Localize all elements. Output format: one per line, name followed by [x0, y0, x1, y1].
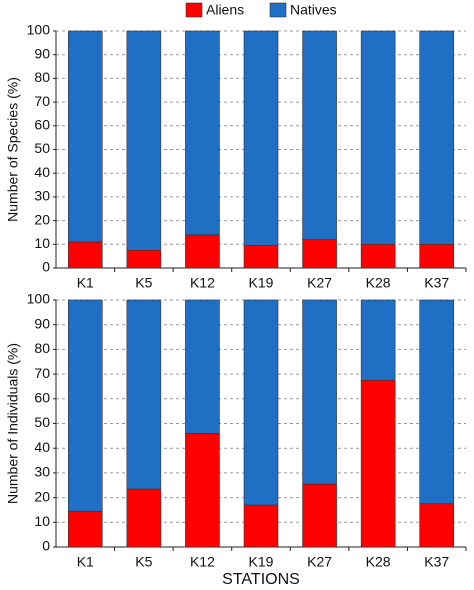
- bar-segment: [126, 30, 162, 251]
- y-tick-label: 60: [34, 390, 50, 406]
- x-tick-label: K37: [424, 554, 449, 570]
- bar-segment: [243, 245, 279, 269]
- x-tick-label: K27: [307, 275, 332, 291]
- legend-swatch: [185, 2, 203, 18]
- x-tick-label: K28: [366, 275, 391, 291]
- bar-segment: [419, 244, 455, 269]
- x-tick-label: K19: [249, 554, 274, 570]
- bar-segment: [243, 30, 279, 246]
- y-tick-label: 0: [42, 259, 50, 275]
- y-tick-label: 30: [34, 188, 50, 204]
- y-tick-label: 10: [34, 235, 50, 251]
- x-tick-label: K12: [190, 554, 215, 570]
- y-tick-label: 30: [34, 464, 50, 480]
- bar-segment: [360, 299, 396, 381]
- bar-segment: [302, 299, 337, 485]
- bar-segment: [302, 483, 337, 548]
- y-tick-label: 10: [34, 513, 50, 529]
- y-tick-label: 80: [34, 69, 50, 85]
- legend-label: Aliens: [206, 2, 244, 18]
- legend-swatch: [269, 2, 287, 18]
- bar-segment: [67, 510, 103, 548]
- x-axis-label: STATIONS: [222, 571, 300, 588]
- y-tick-label: 90: [34, 45, 50, 61]
- x-tick-label: K37: [424, 275, 449, 291]
- bar-segment: [126, 488, 162, 548]
- x-tick-label: K1: [77, 275, 94, 291]
- y-tick-label: 90: [34, 315, 50, 331]
- x-tick-label: K5: [135, 554, 152, 570]
- y-tick-label: 0: [42, 538, 50, 554]
- y-tick-label: 40: [34, 164, 50, 180]
- bar-segment: [67, 241, 103, 269]
- x-tick-label: K1: [77, 554, 94, 570]
- y-tick-label: 100: [27, 22, 51, 38]
- bar-segment: [185, 299, 220, 434]
- y-tick-label: 40: [34, 439, 50, 455]
- bar-segment: [419, 30, 455, 245]
- y-axis-label: Number of Species (%): [5, 77, 21, 222]
- y-tick-label: 60: [34, 117, 50, 133]
- bar-segment: [243, 299, 279, 506]
- x-tick-label: K5: [135, 275, 152, 291]
- bar-segment: [243, 504, 279, 548]
- bar-segment: [360, 379, 396, 548]
- legend-label: Natives: [290, 2, 337, 18]
- bar-segment: [302, 30, 337, 240]
- bar-segment: [67, 299, 103, 512]
- y-tick-label: 70: [34, 93, 50, 109]
- bar-segment: [302, 239, 337, 269]
- y-tick-label: 80: [34, 340, 50, 356]
- bar-segment: [419, 299, 455, 505]
- bar-segment: [360, 30, 396, 245]
- x-tick-label: K28: [366, 554, 391, 570]
- bar-segment: [126, 299, 162, 490]
- y-tick-label: 50: [34, 414, 50, 430]
- bar-segment: [419, 503, 455, 548]
- y-tick-label: 50: [34, 140, 50, 156]
- x-tick-label: K27: [307, 554, 332, 570]
- y-tick-label: 20: [34, 488, 50, 504]
- y-tick-label: 20: [34, 211, 50, 227]
- bar-segment: [67, 30, 103, 243]
- bar-segment: [126, 249, 162, 269]
- y-tick-label: 100: [27, 291, 51, 307]
- x-tick-label: K19: [249, 275, 274, 291]
- bar-segment: [360, 244, 396, 269]
- bar-segment: [185, 234, 220, 269]
- y-tick-label: 70: [34, 365, 50, 381]
- x-tick-label: K12: [190, 275, 215, 291]
- bar-segment: [185, 433, 220, 548]
- bar-segment: [185, 30, 220, 236]
- y-axis-label: Number of Individuals (%): [5, 343, 21, 504]
